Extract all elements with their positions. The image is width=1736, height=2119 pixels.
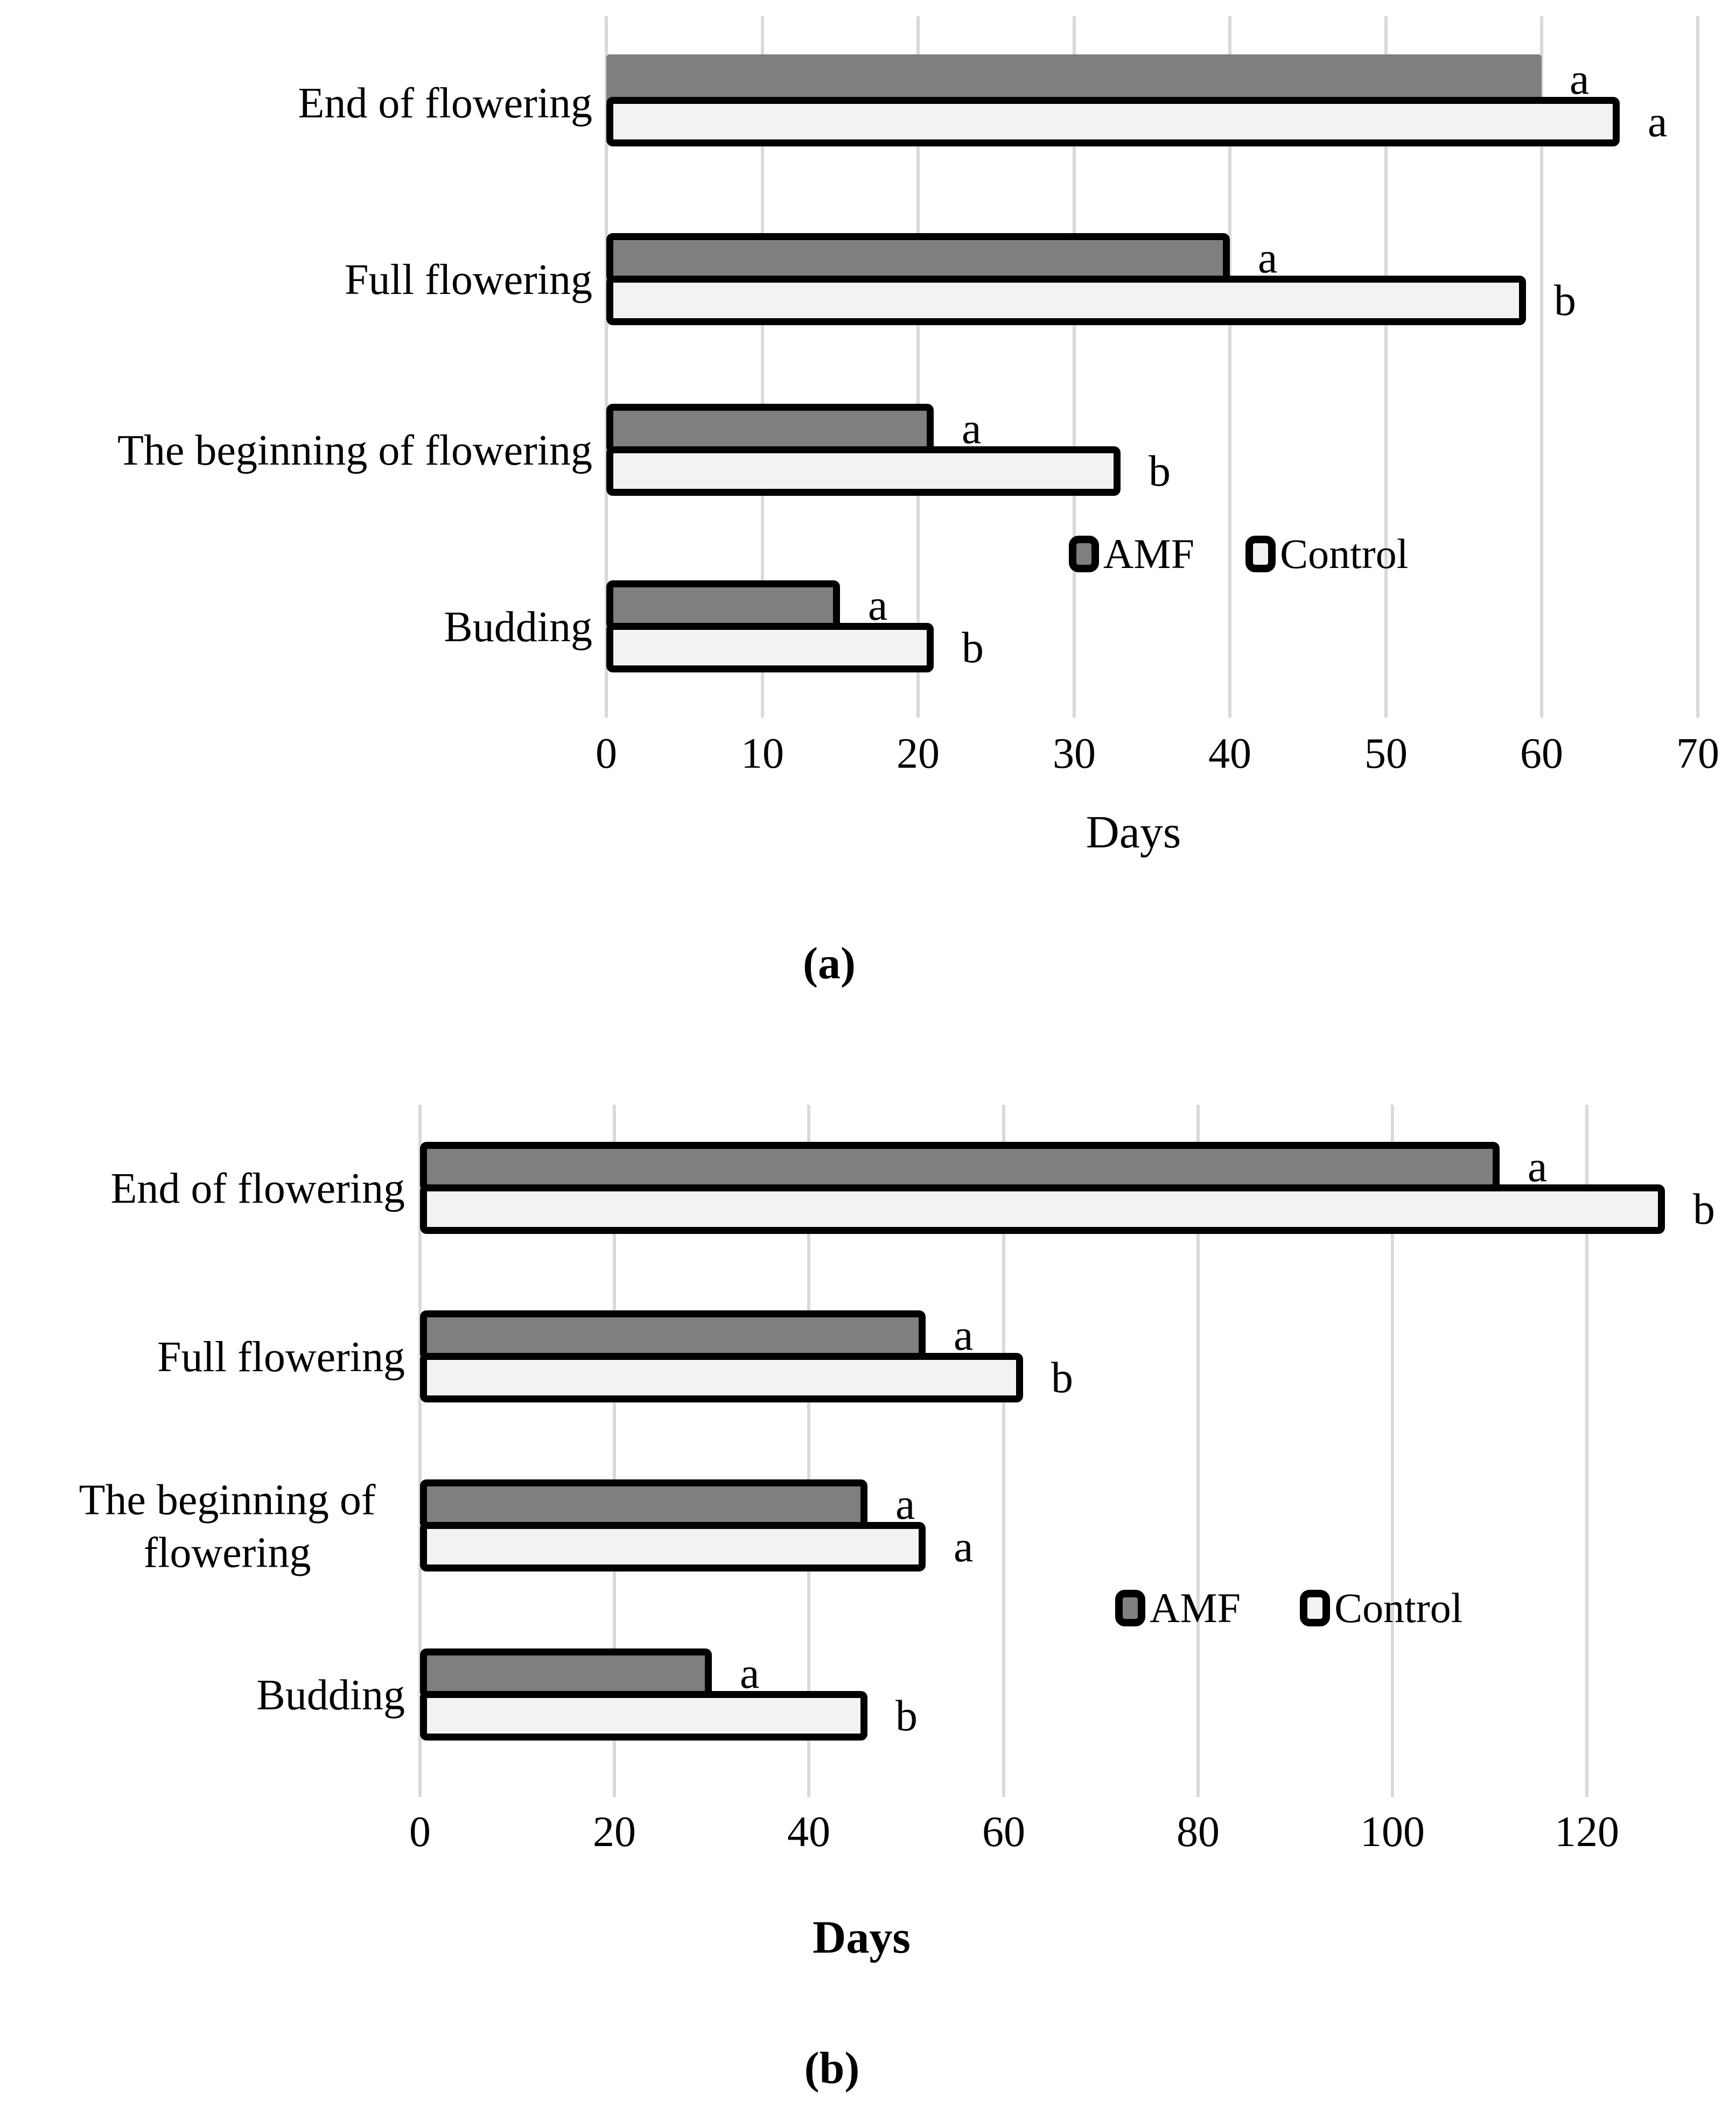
gridline-60 xyxy=(1002,1105,1005,1797)
category-label-full-flowering: Full flowering xyxy=(345,256,592,304)
gridline-10 xyxy=(761,16,764,718)
sig-letter-control-budding: b xyxy=(962,623,984,672)
caption-b: (b) xyxy=(804,2043,860,2093)
bar-control-the-beginning-of-flowering xyxy=(420,1522,926,1571)
x-tick-label-120: 120 xyxy=(1555,1808,1619,1856)
legend-swatch-amf xyxy=(1069,536,1099,572)
sig-letter-control-end-of-flowering: a xyxy=(1648,97,1668,146)
sig-letter-amf-full-flowering: a xyxy=(1258,233,1278,282)
sig-letter-control-full-flowering: b xyxy=(1554,276,1576,325)
sig-letter-amf-the-beginning-of-flowering: a xyxy=(962,404,982,453)
bar-control-full-flowering xyxy=(420,1353,1023,1402)
gridline-120 xyxy=(1585,1105,1588,1797)
bar-control-budding xyxy=(420,1691,867,1741)
x-tick-label-30: 30 xyxy=(1053,730,1096,777)
bar-amf-end-of-flowering xyxy=(606,54,1542,104)
x-tick-label-100: 100 xyxy=(1360,1808,1425,1856)
bar-control-end-of-flowering xyxy=(606,97,1620,146)
category-label-budding: Budding xyxy=(256,1672,405,1720)
legend-b: AMF Control xyxy=(1115,1587,1462,1629)
x-tick-label-0: 0 xyxy=(596,730,617,777)
x-tick-label-10: 10 xyxy=(741,730,784,777)
legend-swatch-amf xyxy=(1115,1590,1145,1626)
legend-a: AMF Control xyxy=(1069,533,1408,575)
sig-letter-amf-full-flowering: a xyxy=(954,1310,974,1359)
legend-swatch-control xyxy=(1245,536,1276,572)
legend-item-amf: AMF xyxy=(1115,1587,1241,1629)
sig-letter-amf-budding: a xyxy=(868,580,888,629)
legend-label-amf: AMF xyxy=(1150,1584,1241,1631)
caption-a: (a) xyxy=(803,938,856,988)
sig-letter-amf-the-beginning-of-flowering: a xyxy=(895,1479,915,1528)
legend-swatch-control xyxy=(1300,1590,1331,1626)
gridline-20 xyxy=(613,1105,616,1797)
x-axis-title-a: Days xyxy=(1086,806,1181,858)
x-tick-label-40: 40 xyxy=(787,1808,830,1856)
x-tick-label-20: 20 xyxy=(897,730,940,777)
gridline-50 xyxy=(1384,16,1388,718)
category-label-budding: Budding xyxy=(444,604,592,651)
bar-control-end-of-flowering xyxy=(420,1184,1665,1234)
category-label-the-beginning-of-flowering: The beginning of flowering xyxy=(79,1476,376,1576)
x-tick-label-70: 70 xyxy=(1676,730,1719,777)
x-tick-label-80: 80 xyxy=(1177,1808,1220,1856)
x-tick-label-60: 60 xyxy=(1520,730,1563,777)
sig-letter-amf-end-of-flowering: a xyxy=(1570,54,1590,103)
category-label-the-beginning-of-flowering: The beginning of flowering xyxy=(117,427,592,475)
gridline-20 xyxy=(916,16,920,718)
x-tick-label-60: 60 xyxy=(982,1808,1025,1856)
legend-item-control: Control xyxy=(1300,1587,1462,1629)
x-tick-label-0: 0 xyxy=(409,1808,431,1856)
bar-control-the-beginning-of-flowering xyxy=(606,446,1121,496)
gridline-0 xyxy=(418,1105,422,1797)
gridline-60 xyxy=(1540,16,1543,718)
legend-label-amf: AMF xyxy=(1103,530,1195,577)
gridline-80 xyxy=(1196,1105,1200,1797)
category-label-end-of-flowering: End of flowering xyxy=(298,80,592,128)
sig-letter-amf-end-of-flowering: a xyxy=(1528,1142,1548,1191)
legend-item-control: Control xyxy=(1245,533,1408,575)
sig-letter-control-full-flowering: b xyxy=(1051,1353,1073,1402)
gridline-40 xyxy=(1228,16,1231,718)
category-label-end-of-flowering: End of flowering xyxy=(110,1165,405,1213)
sig-letter-control-the-beginning-of-flowering: a xyxy=(954,1522,974,1571)
gridline-40 xyxy=(807,1105,810,1797)
sig-letter-control-end-of-flowering: b xyxy=(1693,1184,1715,1233)
gridline-30 xyxy=(1073,16,1076,718)
x-tick-label-50: 50 xyxy=(1364,730,1408,777)
legend-label-control: Control xyxy=(1334,1584,1463,1631)
legend-item-amf: AMF xyxy=(1069,533,1194,575)
x-tick-label-20: 20 xyxy=(593,1808,636,1856)
x-axis-title-b: Days xyxy=(813,1911,911,1963)
bar-control-full-flowering xyxy=(606,276,1526,325)
category-label-full-flowering: Full flowering xyxy=(157,1334,405,1381)
legend-label-control: Control xyxy=(1280,530,1409,577)
gridline-100 xyxy=(1391,1105,1394,1797)
bar-amf-the-beginning-of-flowering xyxy=(606,404,934,453)
x-tick-label-40: 40 xyxy=(1208,730,1251,777)
gridline-70 xyxy=(1696,16,1699,718)
gridline-0 xyxy=(605,16,608,718)
sig-letter-control-the-beginning-of-flowering: b xyxy=(1149,446,1171,495)
sig-letter-amf-budding: a xyxy=(740,1648,760,1697)
bar-control-budding xyxy=(606,623,934,672)
sig-letter-control-budding: b xyxy=(895,1691,918,1740)
bar-amf-full-flowering xyxy=(606,233,1230,283)
